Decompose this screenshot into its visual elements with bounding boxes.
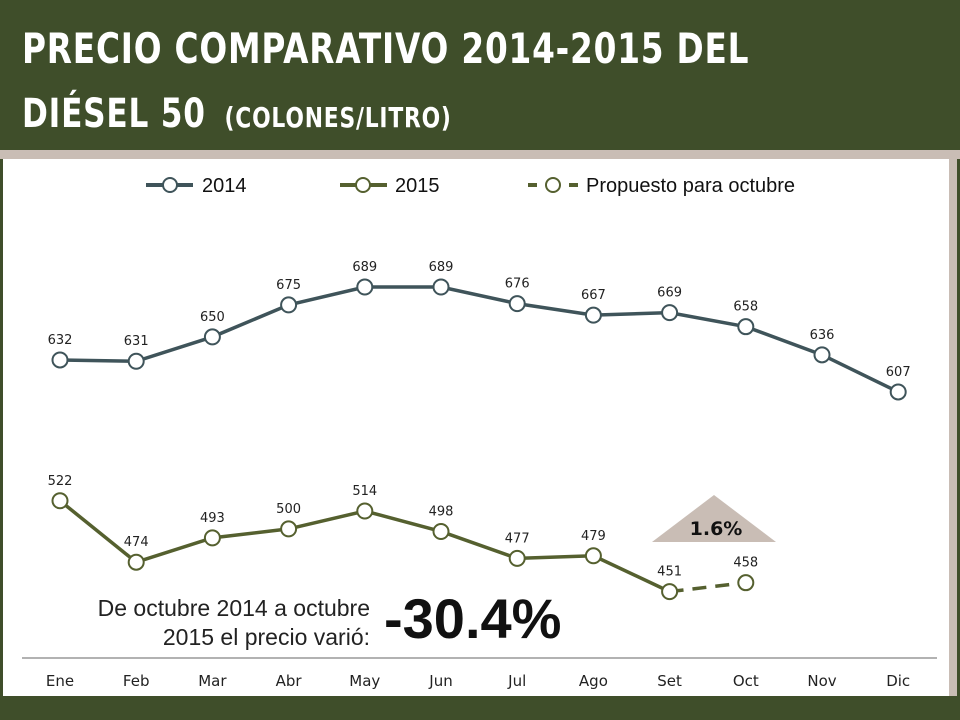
x-tick-label: Set: [657, 672, 682, 690]
data-point: [737, 318, 755, 336]
x-tick-label: Ene: [46, 672, 74, 690]
x-tick-label: Mar: [198, 672, 227, 690]
increase-triangle: [652, 495, 776, 542]
data-point: [356, 502, 374, 520]
series-line-propuesto-para-octubre: [669, 580, 747, 594]
data-point: [584, 547, 602, 565]
data-point: [356, 278, 374, 296]
data-label: 676: [505, 277, 530, 292]
data-point: [51, 351, 69, 369]
legend: 2014 2015 Propuesto para octubre: [146, 175, 795, 197]
legend-proposed-marker: [545, 177, 561, 193]
data-label: 514: [352, 484, 377, 499]
page-title-line1: PRECIO COMPARATIVO 2014-2015 DEL: [22, 24, 750, 73]
x-tick-label: Jun: [428, 672, 452, 690]
title-unit: (COLONES/LITRO): [224, 101, 452, 134]
data-point: [280, 296, 298, 314]
data-label: 493: [200, 511, 225, 526]
variation-value: -30.4%: [384, 587, 562, 650]
variation-note: De octubre 2014 a octubre 2015 el precio …: [20, 594, 370, 652]
series-line-2014: [59, 285, 899, 394]
legend-2015-label: 2015: [395, 175, 440, 197]
data-label: 667: [581, 288, 606, 303]
legend-2014-label: 2014: [202, 175, 247, 197]
x-tick-label: Feb: [123, 672, 150, 690]
note-line2: 2015 el precio varió:: [162, 624, 370, 650]
data-point: [813, 346, 831, 364]
increase-label: 1.6%: [690, 518, 743, 540]
data-label: 689: [429, 260, 454, 275]
data-label: 669: [657, 286, 682, 301]
x-tick-label: May: [349, 672, 380, 690]
data-label: 458: [733, 556, 758, 571]
data-label: 498: [429, 504, 454, 519]
data-point: [51, 492, 69, 510]
data-point: [203, 328, 221, 346]
data-point: [432, 278, 450, 296]
x-tick-label: Jul: [507, 672, 526, 690]
x-tick-label: Abr: [276, 672, 303, 690]
header: PRECIO COMPARATIVO 2014-2015 DEL DIÉSEL …: [0, 0, 960, 150]
page-title-line2: DIÉSEL 50 (COLONES/LITRO): [22, 92, 452, 136]
x-tick-label: Dic: [886, 672, 910, 690]
x-tick-label: Ago: [579, 672, 608, 690]
footer-bar: [0, 696, 960, 720]
data-point: [280, 520, 298, 538]
data-label: 636: [810, 328, 835, 343]
legend-2014-marker: [162, 177, 178, 193]
data-point: [432, 522, 450, 540]
data-label: 500: [276, 502, 301, 517]
data-label: 451: [657, 565, 682, 580]
data-label: 607: [886, 365, 911, 380]
data-label: 474: [124, 535, 149, 550]
data-label: 522: [48, 474, 73, 489]
data-point: [508, 295, 526, 313]
chart-panel: [3, 159, 957, 696]
x-tick-label: Nov: [807, 672, 836, 690]
legend-2015-marker: [355, 177, 371, 193]
data-point: [203, 529, 221, 547]
data-label: 477: [505, 531, 530, 546]
divider-strip: [0, 150, 960, 159]
data-label: 689: [352, 260, 377, 275]
data-label: 632: [48, 333, 73, 348]
legend-proposed-label: Propuesto para octubre: [586, 175, 795, 197]
data-point: [127, 352, 145, 370]
data-point: [127, 553, 145, 571]
data-label: 675: [276, 278, 301, 293]
data-label: 650: [200, 310, 225, 325]
note-line1: De octubre 2014 a octubre: [97, 595, 370, 621]
data-point: [661, 583, 679, 601]
data-point: [889, 383, 907, 401]
data-label: 479: [581, 529, 606, 544]
data-point: [584, 306, 602, 324]
data-point: [737, 574, 755, 592]
data-label: 631: [124, 334, 149, 349]
title-product: DIÉSEL 50: [22, 91, 206, 137]
x-tick-label: Oct: [733, 672, 759, 690]
data-label: 658: [733, 300, 758, 315]
data-point: [661, 304, 679, 322]
data-point: [508, 549, 526, 567]
